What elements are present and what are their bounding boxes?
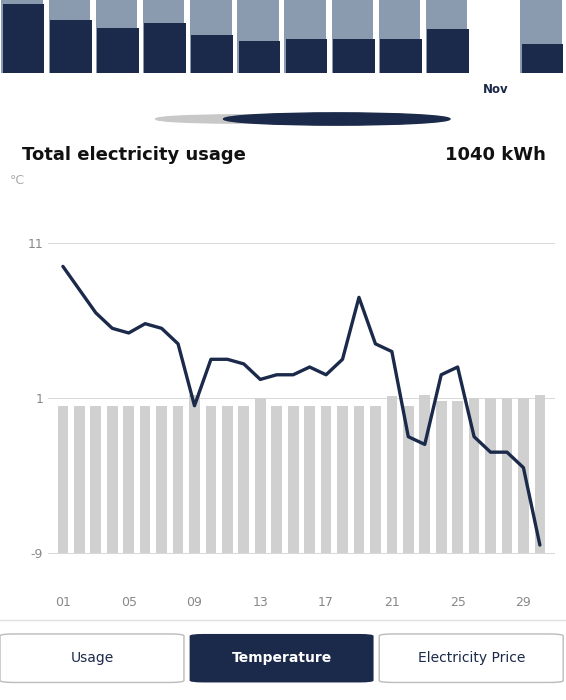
FancyBboxPatch shape: [285, 0, 326, 73]
FancyBboxPatch shape: [0, 634, 184, 682]
Text: Total electricity usage: Total electricity usage: [22, 146, 246, 164]
Bar: [58, 406, 68, 553]
Text: May: May: [199, 83, 226, 96]
Bar: [522, 43, 563, 73]
FancyBboxPatch shape: [332, 0, 373, 73]
Bar: [97, 27, 139, 73]
Bar: [288, 406, 298, 553]
Bar: [354, 406, 365, 553]
Circle shape: [242, 115, 389, 123]
Bar: [107, 406, 118, 553]
Bar: [74, 406, 85, 553]
Bar: [518, 398, 529, 553]
FancyBboxPatch shape: [96, 0, 137, 73]
Bar: [173, 406, 183, 553]
Text: Jun: Jun: [249, 83, 270, 96]
Bar: [452, 401, 463, 553]
Bar: [485, 398, 496, 553]
Bar: [140, 406, 151, 553]
Text: Aug: Aug: [341, 83, 367, 96]
Bar: [189, 395, 200, 553]
Text: Jan: Jan: [13, 83, 34, 96]
Text: Dec: Dec: [530, 83, 555, 96]
FancyBboxPatch shape: [190, 634, 374, 682]
Text: Jul: Jul: [298, 83, 315, 96]
Text: °C: °C: [10, 174, 25, 187]
Bar: [191, 35, 233, 73]
FancyBboxPatch shape: [190, 0, 231, 73]
Bar: [337, 406, 348, 553]
Bar: [321, 406, 332, 553]
Bar: [387, 396, 397, 553]
FancyBboxPatch shape: [379, 634, 563, 682]
FancyBboxPatch shape: [473, 0, 514, 104]
Bar: [238, 406, 249, 553]
Bar: [469, 398, 479, 553]
Bar: [255, 398, 265, 553]
Text: Sep: Sep: [388, 83, 413, 96]
FancyBboxPatch shape: [520, 0, 561, 73]
Text: Temperature: Temperature: [231, 651, 332, 665]
FancyBboxPatch shape: [426, 0, 468, 73]
Text: Usage: Usage: [70, 651, 114, 665]
Text: Mar: Mar: [105, 83, 131, 96]
Bar: [370, 406, 381, 553]
Text: Nov: Nov: [482, 83, 508, 96]
Bar: [3, 4, 44, 73]
Circle shape: [224, 113, 450, 125]
FancyBboxPatch shape: [237, 0, 278, 73]
Bar: [427, 29, 469, 73]
Bar: [222, 406, 233, 553]
FancyBboxPatch shape: [379, 0, 420, 73]
Text: Oct: Oct: [437, 83, 460, 96]
Bar: [436, 401, 447, 553]
Bar: [91, 406, 101, 553]
Text: 1040 kWh: 1040 kWh: [445, 146, 546, 164]
Bar: [419, 395, 430, 553]
Circle shape: [220, 115, 367, 123]
Circle shape: [156, 115, 303, 123]
Circle shape: [199, 115, 346, 123]
Bar: [271, 406, 282, 553]
Circle shape: [177, 115, 324, 123]
FancyBboxPatch shape: [143, 0, 185, 73]
Bar: [380, 39, 422, 73]
FancyBboxPatch shape: [49, 0, 90, 73]
Bar: [403, 406, 414, 553]
Bar: [501, 398, 512, 553]
Bar: [50, 20, 92, 73]
Text: Feb: Feb: [59, 83, 83, 96]
Bar: [534, 395, 545, 553]
Bar: [205, 406, 216, 553]
Bar: [239, 41, 280, 73]
Bar: [333, 39, 375, 73]
Bar: [305, 406, 315, 553]
FancyBboxPatch shape: [1, 0, 43, 73]
Bar: [156, 406, 167, 553]
Text: Apr: Apr: [153, 83, 177, 96]
Bar: [144, 23, 186, 73]
Bar: [286, 39, 327, 73]
Bar: [123, 406, 134, 553]
Text: Electricity Price: Electricity Price: [418, 651, 525, 665]
